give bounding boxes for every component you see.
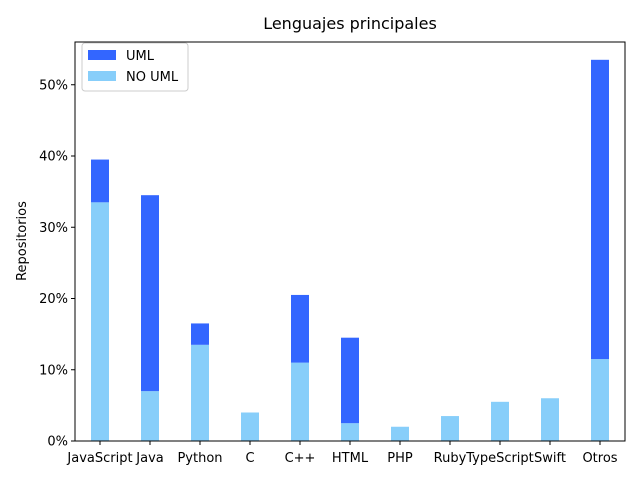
- bar-no-uml-javascript: [91, 202, 109, 441]
- legend: UML NO UML: [81, 42, 189, 92]
- x-tick-label: Otros: [582, 451, 617, 466]
- bar-no-uml-python: [191, 344, 209, 441]
- y-axis-label: Repositorios: [15, 201, 30, 281]
- x-tick-label: C++: [285, 451, 316, 466]
- x-tick-label: Java: [135, 451, 163, 466]
- x-tick-label: PHP: [387, 451, 413, 466]
- bars-layer: [91, 59, 609, 441]
- legend-swatch-uml: [88, 50, 116, 60]
- bar-uml-otros: [591, 59, 609, 360]
- bar-no-uml-java: [141, 391, 159, 441]
- y-tick-label: 20%: [39, 292, 68, 307]
- x-tick-label: HTML: [332, 451, 369, 466]
- y-tick-label: 10%: [39, 363, 68, 378]
- bar-no-uml-php: [391, 426, 409, 441]
- bar-uml-java: [141, 195, 159, 392]
- y-tick-label: 0%: [47, 435, 68, 450]
- x-tick-label: JavaScript: [66, 451, 132, 466]
- bar-no-uml-typescript: [491, 401, 509, 441]
- bar-uml-javascript: [91, 159, 109, 203]
- bar-no-uml-ruby: [441, 416, 459, 441]
- bar-no-uml-otros: [591, 359, 609, 441]
- x-tick-label: Python: [177, 451, 222, 466]
- x-tick-label: TypeScript: [465, 451, 534, 466]
- bar-no-uml-swift: [541, 398, 559, 441]
- legend-label-no-uml: NO UML: [126, 70, 179, 85]
- y-tick-label: 40%: [39, 150, 68, 165]
- legend-swatch-no-uml: [88, 71, 116, 81]
- bar-no-uml-html: [341, 423, 359, 441]
- bar-no-uml-c: [241, 412, 259, 441]
- x-tick-label: C: [245, 451, 254, 466]
- x-tick-label: Swift: [534, 451, 566, 466]
- bar-no-uml-c: [291, 362, 309, 441]
- legend-label-uml: UML: [126, 49, 155, 64]
- y-tick-label: 30%: [39, 221, 68, 236]
- axes-layer: 0% 10% 20% 30% 40% 50% JavaScript Java Python C C+…: [39, 41, 626, 466]
- bar-uml-python: [191, 323, 209, 345]
- bar-uml-c: [291, 294, 309, 363]
- y-tick-label: 50%: [39, 78, 68, 93]
- chart-title: Lenguajes principales: [263, 14, 437, 33]
- x-tick-label: Ruby: [434, 451, 467, 466]
- bar-uml-html: [341, 337, 359, 424]
